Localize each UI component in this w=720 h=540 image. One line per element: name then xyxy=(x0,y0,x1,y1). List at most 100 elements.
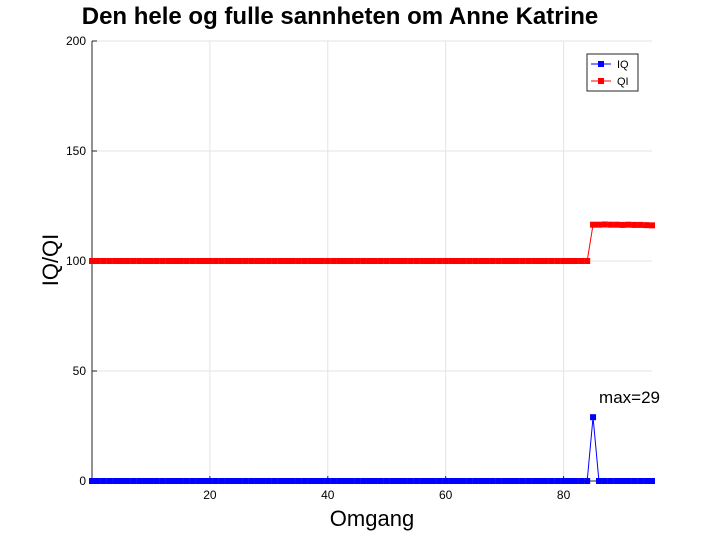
x-tick-label: 20 xyxy=(203,488,217,502)
data-point xyxy=(177,478,184,484)
data-point xyxy=(501,258,508,264)
data-point xyxy=(330,478,337,484)
data-point xyxy=(448,258,455,264)
data-point xyxy=(430,258,437,264)
data-point xyxy=(507,478,514,484)
data-point xyxy=(566,478,573,484)
data-point xyxy=(625,221,632,228)
data-point xyxy=(413,478,420,484)
data-point xyxy=(94,258,101,264)
data-point xyxy=(531,478,538,484)
data-point xyxy=(259,478,266,484)
data-point xyxy=(218,478,225,484)
data-point xyxy=(360,478,367,484)
data-point xyxy=(554,258,561,264)
data-point xyxy=(360,258,367,264)
data-point xyxy=(218,258,225,264)
y-axis-label: IQ/QI xyxy=(38,234,63,287)
data-point xyxy=(195,258,202,264)
data-point xyxy=(607,478,614,484)
data-point xyxy=(595,478,602,484)
data-point xyxy=(324,258,331,264)
data-point xyxy=(631,478,638,484)
chart-title: Den hele og fulle sannheten om Anne Katr… xyxy=(82,3,599,30)
data-point xyxy=(371,478,378,484)
data-point xyxy=(271,478,278,484)
data-point xyxy=(454,478,461,484)
data-point xyxy=(277,258,284,264)
legend-entry-iq: IQ xyxy=(591,59,629,71)
data-point xyxy=(525,258,532,264)
data-point xyxy=(354,258,361,264)
data-point xyxy=(201,478,207,484)
data-point xyxy=(230,258,237,264)
data-point xyxy=(507,258,514,264)
data-point xyxy=(537,258,543,264)
data-point xyxy=(336,478,343,484)
data-point xyxy=(254,258,261,264)
data-point xyxy=(495,258,502,264)
data-point xyxy=(366,258,373,264)
data-point xyxy=(501,478,508,484)
data-point xyxy=(584,258,591,264)
data-point xyxy=(100,478,107,484)
data-point xyxy=(89,258,95,264)
legend-label: QI xyxy=(617,76,629,88)
data-point xyxy=(572,258,579,264)
data-point xyxy=(159,478,166,484)
data-point xyxy=(513,478,520,484)
data-point xyxy=(601,478,608,484)
data-point xyxy=(542,478,549,484)
data-point xyxy=(313,258,319,264)
data-point xyxy=(183,258,190,264)
data-point xyxy=(454,258,461,264)
data-point xyxy=(619,478,626,484)
data-point xyxy=(619,221,626,228)
data-point xyxy=(590,414,597,421)
data-point xyxy=(401,478,408,484)
data-point xyxy=(318,478,325,484)
data-point xyxy=(106,478,113,484)
data-point xyxy=(342,478,349,484)
y-tick-label: 150 xyxy=(66,144,86,158)
x-tick-label: 80 xyxy=(557,488,571,502)
data-point xyxy=(236,478,243,484)
data-point xyxy=(371,258,378,264)
data-point xyxy=(366,478,373,484)
data-point xyxy=(436,478,443,484)
data-point xyxy=(425,258,431,264)
data-point xyxy=(419,478,426,484)
data-point xyxy=(472,478,479,484)
data-point xyxy=(637,478,644,484)
tick-labels: 20 40 60 80 0 50 100 150 200 xyxy=(66,34,571,502)
data-point xyxy=(224,258,231,264)
y-tick-label: 50 xyxy=(73,364,87,378)
data-point xyxy=(560,478,567,484)
data-point xyxy=(442,258,449,264)
data-point xyxy=(153,258,160,264)
data-point xyxy=(531,258,538,264)
data-point xyxy=(643,222,650,229)
data-point xyxy=(483,478,490,484)
data-point xyxy=(165,478,172,484)
data-point xyxy=(165,258,172,264)
data-point xyxy=(578,258,585,264)
data-point xyxy=(466,478,473,484)
data-point xyxy=(542,258,549,264)
data-point xyxy=(136,258,143,264)
legend: IQ QI xyxy=(586,53,639,92)
data-point xyxy=(212,478,219,484)
data-point xyxy=(489,258,496,264)
data-point xyxy=(389,478,396,484)
legend-entry-qi: QI xyxy=(591,76,629,88)
data-point xyxy=(265,258,272,264)
data-point xyxy=(242,478,249,484)
data-point xyxy=(248,258,255,264)
data-point xyxy=(106,258,113,264)
data-point xyxy=(419,258,426,264)
data-point xyxy=(242,258,249,264)
data-point xyxy=(637,221,644,228)
data-point xyxy=(289,258,296,264)
data-point xyxy=(130,258,137,264)
